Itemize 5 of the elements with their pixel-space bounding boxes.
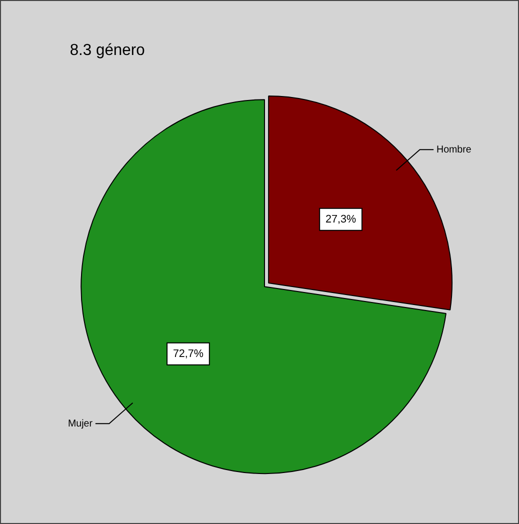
data-label: 72,7% <box>172 348 204 360</box>
slice-label: Hombre <box>436 144 472 156</box>
slice-label: Mujer <box>68 418 94 430</box>
chart-title: 8.3 género <box>70 42 145 60</box>
data-label: 27,3% <box>326 213 356 226</box>
